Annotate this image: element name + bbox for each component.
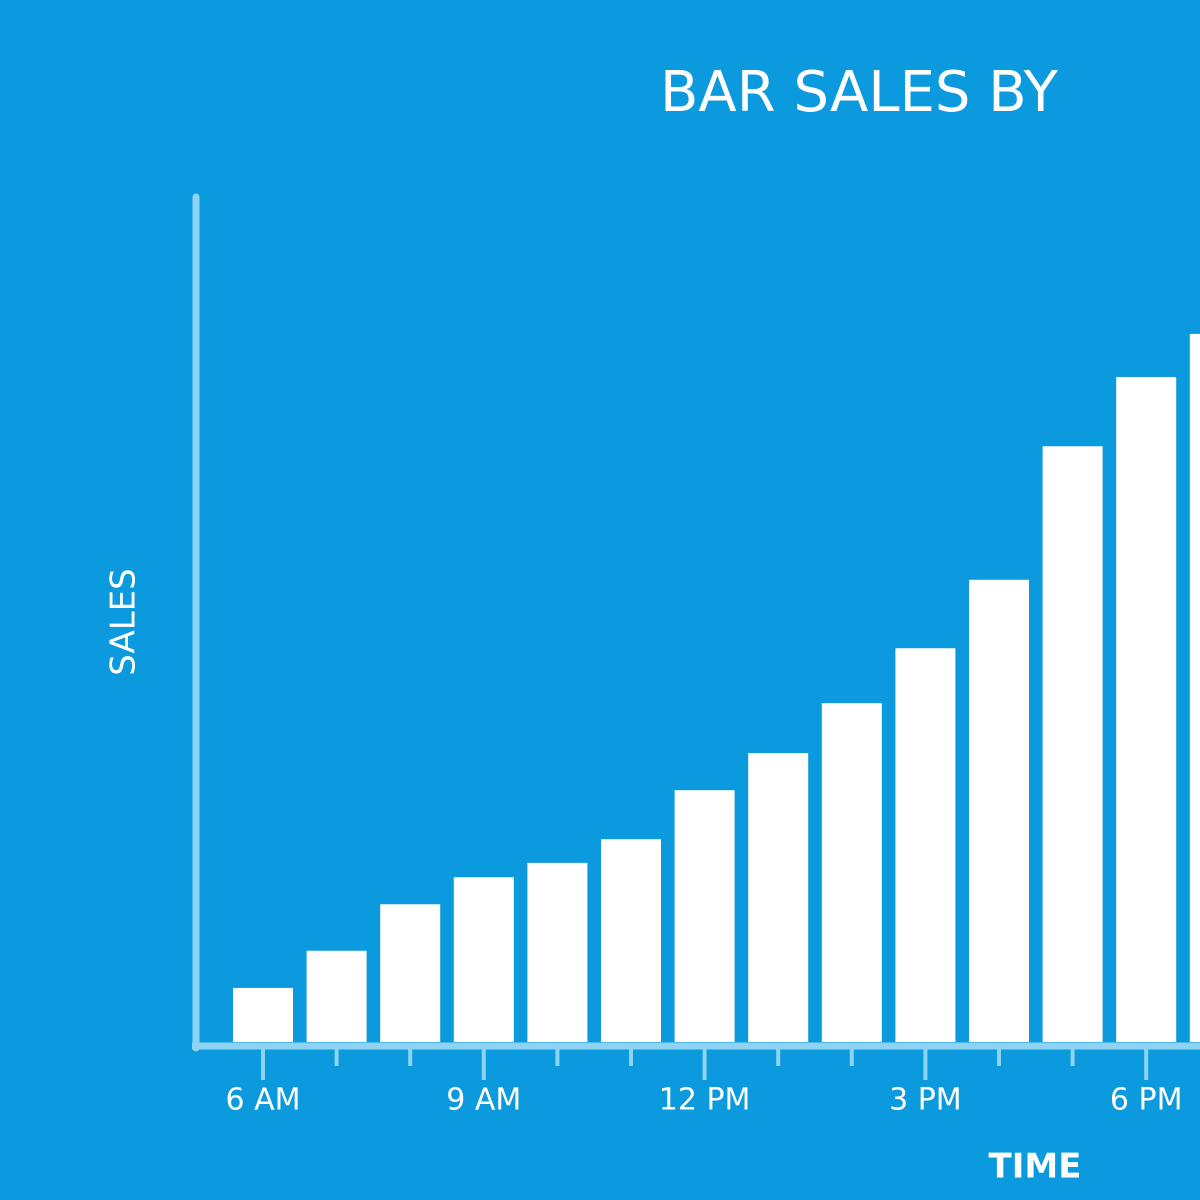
x-tick-label: 3 PM: [889, 1083, 962, 1118]
bar: [306, 950, 367, 1042]
bar: [674, 790, 735, 1042]
bar: [895, 648, 956, 1042]
bar: [527, 862, 588, 1042]
bar: [821, 703, 882, 1042]
x-tick-label: 9 AM: [446, 1083, 521, 1118]
bar: [748, 753, 809, 1042]
bar: [380, 904, 441, 1042]
bar: [969, 579, 1029, 1042]
x-axis-label: TIME: [989, 1147, 1082, 1187]
bar: [1189, 333, 1200, 1042]
x-tick-label: 6 PM: [1110, 1083, 1183, 1118]
x-tick-label: 6 AM: [225, 1083, 300, 1118]
chart-title: BAR SALES BY: [660, 60, 1059, 125]
bar: [1042, 446, 1103, 1042]
bar: [601, 839, 661, 1042]
y-axis-label: SALES: [104, 568, 144, 675]
x-tick-label: 12 PM: [659, 1083, 751, 1118]
bar: [453, 877, 514, 1042]
bar: [233, 987, 293, 1042]
bar: [1116, 376, 1177, 1042]
